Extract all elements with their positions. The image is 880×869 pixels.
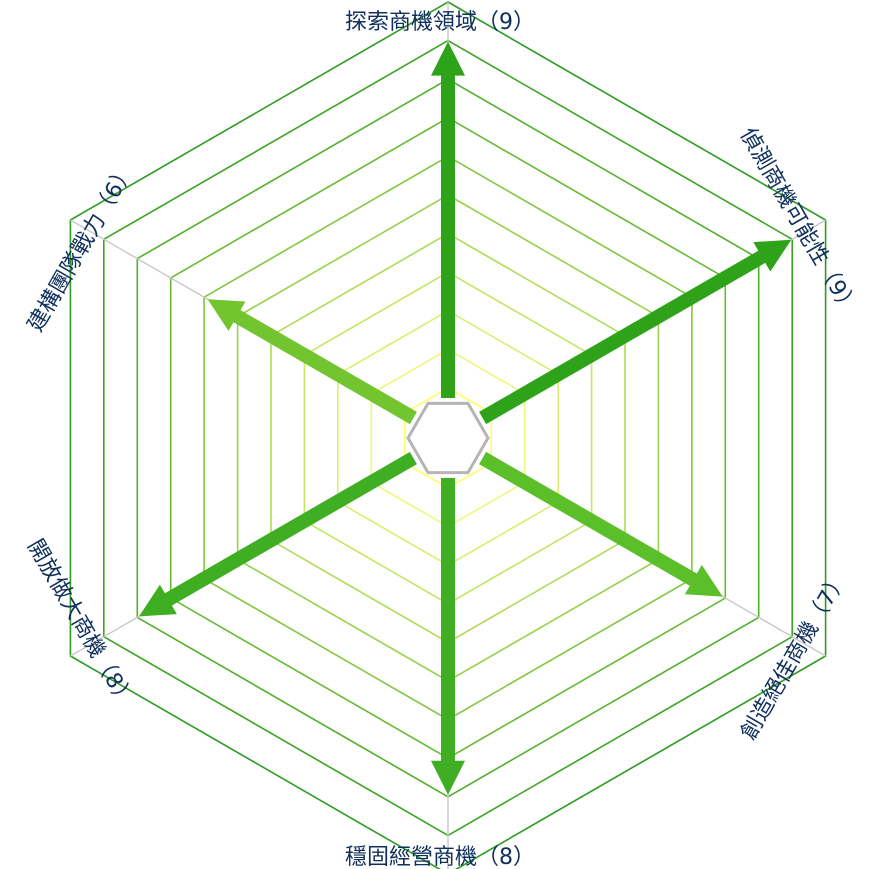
axis-label: 穩固經營商機（8） (345, 845, 535, 869)
value-arrow (139, 451, 417, 617)
center-hexagon (406, 401, 490, 475)
value-arrow (207, 299, 417, 425)
value-arrow (479, 451, 723, 597)
axis-label: 偵測商機可能性（9） (735, 124, 863, 320)
radar-value-arrows (139, 41, 792, 795)
axis-label: 建構團隊戰力（6） (23, 159, 140, 336)
axis-label: 探索商機領域（9） (345, 10, 535, 35)
value-arrow (431, 478, 465, 795)
value-arrow (431, 41, 465, 398)
radar-center-hexagon (406, 401, 490, 475)
axis-label: 開放做大商機（8） (22, 535, 139, 712)
axis-label: 創造絕佳商機（7） (736, 567, 853, 744)
value-arrow (479, 239, 792, 425)
radar-ring (69, 1, 827, 869)
